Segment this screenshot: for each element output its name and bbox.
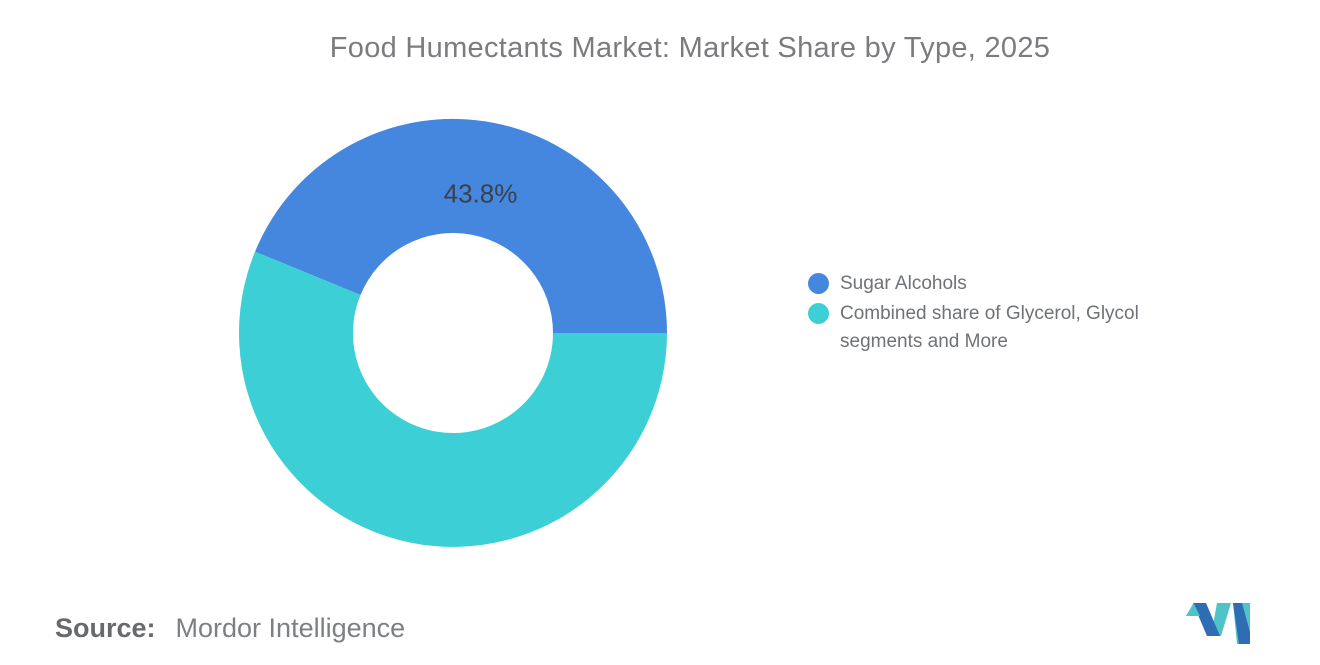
source-line: Source: Mordor Intelligence <box>55 613 405 644</box>
chart-title: Food Humectants Market: Market Share by … <box>329 32 1051 64</box>
legend-item[interactable]: Sugar Alcohols <box>808 270 1202 298</box>
segment-data-label: 43.8% <box>444 179 518 209</box>
legend-swatch-icon <box>808 273 829 294</box>
logo-blue-right-stroke <box>1233 603 1250 644</box>
legend-item-label: Sugar Alcohols <box>840 273 967 294</box>
donut-chart: 43.8% <box>238 118 668 547</box>
source-value: Mordor Intelligence <box>175 613 406 643</box>
logo-blue-left-stroke <box>1193 603 1220 636</box>
legend-item-label: Combined share of Glycerol, Glycol segme… <box>840 303 1139 352</box>
chart-legend: Sugar Alcohols Combined share of Glycero… <box>808 270 1202 356</box>
logo-teal-left-triangle <box>1186 603 1200 616</box>
source-label: Source: <box>55 613 156 643</box>
legend-swatch-icon <box>808 303 829 324</box>
donut-segment-2[interactable] <box>238 251 667 547</box>
mordor-intelligence-logo <box>1186 603 1250 644</box>
legend-item[interactable]: Combined share of Glycerol, Glycol segme… <box>808 300 1202 356</box>
donut-segment-1[interactable] <box>255 118 668 334</box>
